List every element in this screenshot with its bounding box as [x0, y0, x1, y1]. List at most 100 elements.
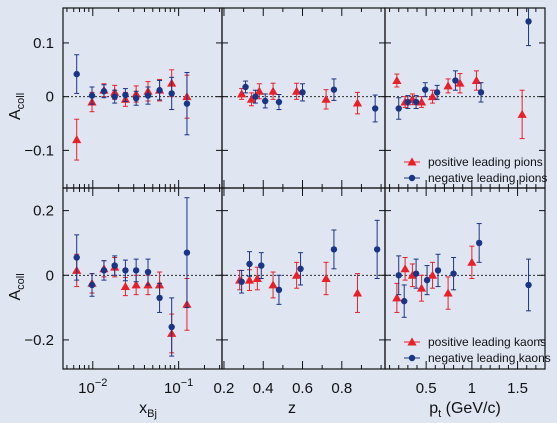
- data-point-triangle: [321, 273, 331, 282]
- data-point-triangle: [471, 75, 482, 84]
- data-point-circle: [422, 86, 429, 93]
- data-point-circle: [452, 77, 459, 84]
- x-axis-label: xBj: [139, 400, 157, 420]
- data-point-circle: [412, 98, 420, 106]
- zero-lines: [63, 96, 545, 276]
- data-point-circle: [168, 323, 175, 331]
- axis-ticks: [63, 8, 546, 369]
- data-point-circle: [73, 254, 80, 261]
- data-point-triangle: [252, 273, 262, 282]
- data-point-circle: [297, 265, 304, 273]
- data-point-circle: [412, 270, 420, 277]
- data-point-triangle: [407, 270, 418, 279]
- x-tick-label: 1.5: [507, 380, 528, 397]
- x-axis-label: pt (GeV/c): [429, 400, 501, 420]
- legend-label: positive leading pions: [428, 155, 543, 169]
- data-point-circle: [423, 276, 431, 284]
- y-tick-label: 0.2: [33, 203, 54, 220]
- data-point-circle: [242, 83, 249, 91]
- panel-frames: [62, 7, 546, 370]
- data-point-circle: [475, 239, 483, 247]
- data-point-triangle: [416, 97, 427, 106]
- panel-frame-r1-c1: [221, 187, 386, 370]
- data-point-triangle: [131, 280, 141, 289]
- data-point-triangle: [416, 283, 427, 292]
- x-tick-label: 10−2: [78, 377, 107, 397]
- legend-marker-circle: [408, 174, 416, 182]
- data-point-triangle: [268, 280, 278, 289]
- data-point-triangle: [427, 92, 438, 101]
- legend-label: negative leading kaons: [428, 351, 551, 365]
- x-tick-label: 10−1: [164, 377, 193, 397]
- data-point-circle: [132, 267, 140, 274]
- y-tick-label: −0.1: [24, 142, 54, 159]
- y-axis-label: Acoll: [7, 273, 27, 300]
- panel-frame-r0-c1: [221, 7, 386, 189]
- legend-marker-triangle: [407, 337, 417, 346]
- data-point-triangle: [120, 281, 131, 291]
- data-point-triangle: [292, 270, 302, 279]
- x-axis-label: z: [288, 400, 296, 417]
- data-point-circle: [330, 246, 338, 253]
- panel-frame-r1-c2: [384, 187, 546, 370]
- data-point-triangle: [72, 135, 82, 144]
- data-point-triangle: [292, 86, 302, 95]
- data-point-circle: [100, 267, 108, 274]
- data-point-triangle: [392, 293, 402, 302]
- data-point-circle: [262, 97, 269, 105]
- x-tick-label: 0.8: [331, 380, 352, 397]
- y-axis-label: Acoll: [7, 93, 27, 120]
- data-point-circle: [525, 281, 532, 289]
- data-point-circle: [156, 294, 163, 302]
- legends: positive leading pions negative leading p…: [404, 155, 551, 365]
- data-point-circle: [275, 286, 283, 294]
- data-point-triangle: [244, 275, 255, 284]
- data-point-circle: [238, 278, 245, 285]
- panel-frame-r1-c0: [62, 187, 223, 370]
- data-point-triangle: [427, 270, 438, 279]
- data-point-circle: [144, 268, 152, 276]
- y-tick-label: 0.1: [33, 35, 54, 52]
- data-point-circle: [258, 262, 265, 269]
- data-point-triangle: [400, 264, 410, 273]
- data-point-triangle: [321, 94, 331, 103]
- data-point-circle: [132, 95, 140, 102]
- legend-label: positive leading kaons: [428, 335, 546, 349]
- data-point-circle: [122, 91, 129, 99]
- data-point-circle: [477, 89, 485, 96]
- data-point-circle: [156, 87, 163, 94]
- x-tick-label: 0.2: [214, 380, 235, 397]
- data-point-circle: [183, 249, 191, 256]
- data-point-triangle: [517, 109, 527, 118]
- data-point-circle: [73, 70, 80, 78]
- data-point-triangle: [268, 86, 278, 95]
- data-point-triangle: [352, 98, 363, 107]
- data-point-circle: [111, 93, 118, 100]
- legend-marker-triangle: [407, 157, 417, 166]
- data-point-circle: [434, 267, 442, 274]
- data-point-circle: [371, 105, 379, 112]
- data-point-circle: [395, 105, 402, 112]
- data-point-circle: [183, 100, 191, 107]
- y-tick-label: −0.2: [24, 332, 54, 349]
- data-point-triangle: [443, 288, 453, 297]
- data-point-triangle: [443, 81, 453, 90]
- data-point-circle: [88, 281, 96, 289]
- data-points: [72, 8, 532, 357]
- y-tick-label: 0: [46, 267, 54, 284]
- x-tick-label: 0.4: [253, 380, 274, 397]
- data-point-triangle: [392, 75, 402, 84]
- data-point-triangle: [246, 94, 257, 103]
- data-point-circle: [433, 89, 441, 96]
- legend-label: negative leading pions: [428, 171, 547, 185]
- y-tick-label: 0: [46, 89, 54, 106]
- data-point-circle: [525, 18, 532, 25]
- data-point-circle: [252, 93, 259, 100]
- data-point-triangle: [467, 257, 477, 266]
- data-point-circle: [122, 267, 129, 274]
- data-point-circle: [275, 98, 283, 106]
- data-point-circle: [144, 92, 152, 99]
- x-tick-label: 0.6: [292, 380, 313, 397]
- data-point-circle: [373, 246, 381, 253]
